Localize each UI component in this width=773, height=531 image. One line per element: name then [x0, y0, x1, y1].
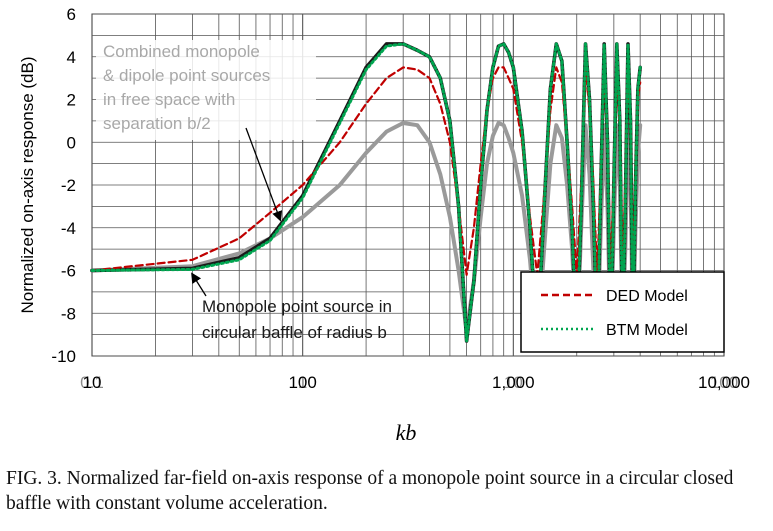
x-tick-label-ghost: 1: [298, 373, 307, 392]
annotation-combined: Combined monopole & dipole point sources i…: [96, 40, 316, 222]
x-tick-label-ghost: 0.1: [80, 373, 104, 392]
annotation-monopole: Monopole point source in circular baffle …: [191, 272, 392, 342]
x-tick-label-ghost: 100: [710, 373, 738, 392]
annotation-monopole-arrow: [191, 272, 207, 297]
x-tick-label: 100: [288, 373, 316, 392]
x-axis-label: kb: [396, 420, 417, 445]
series-line-btm: [90, 42, 642, 347]
y-tick-label: -10: [51, 347, 76, 366]
annotation-combined-arrow: [245, 127, 283, 222]
annotation-monopole-text: Monopole point source in circular baffle …: [202, 297, 392, 342]
x-tick-label-ghost: 10: [504, 373, 523, 392]
series-line-combined: [90, 121, 643, 348]
annotation-line: Combined monopole: [103, 42, 260, 61]
y-tick-label: -2: [61, 176, 76, 195]
x-tick-label: 10: [83, 373, 102, 392]
y-tick-label: 4: [67, 48, 76, 67]
annotation-layer: Combined monopole & dipole point sources i…: [96, 40, 392, 342]
x-tick-label: 1,000: [492, 373, 535, 392]
annotation-line: in free space with: [103, 90, 235, 109]
y-tick-label: -4: [61, 219, 76, 238]
annotation-line: & dipole point sources: [103, 66, 270, 85]
y-tick-labels: 6 4 2 0 -2 -4 -6 -8 -10: [51, 5, 76, 366]
legend-label-ded: DED Model: [606, 288, 688, 305]
x-tick-label: 10,000: [698, 373, 750, 392]
y-tick-label: 2: [67, 91, 76, 110]
series-layer: [90, 42, 643, 348]
annotation-combined-text: Combined monopole & dipole point sources i…: [103, 42, 270, 133]
y-tick-label: -6: [61, 262, 76, 281]
annotation-line: separation b/2: [103, 114, 211, 133]
legend-box: [520, 271, 725, 353]
y-tick-label: 0: [67, 133, 76, 152]
legend: DED Model BTM Model: [520, 271, 725, 353]
annotation-line: Monopole point source in: [202, 297, 392, 316]
y-tick-label: -8: [61, 304, 76, 323]
annotation-line: circular baffle of radius b: [202, 323, 387, 342]
figure-caption: FIG. 3. Normalized far-field on-axis res…: [6, 468, 734, 514]
y-tick-label: 6: [67, 5, 76, 24]
legend-label-btm: BTM Model: [606, 322, 688, 339]
y-axis-label: Normalized on-axis response (dB): [18, 57, 37, 314]
